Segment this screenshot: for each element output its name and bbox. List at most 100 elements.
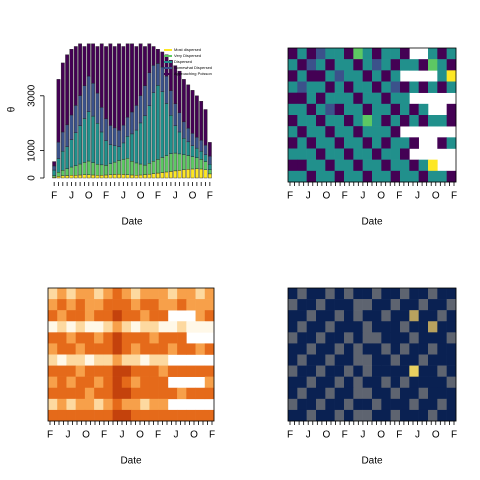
heatmap-cell xyxy=(372,159,382,172)
heatmap-cell xyxy=(428,81,438,93)
heatmap-cell xyxy=(195,409,206,422)
heatmap-cell xyxy=(297,354,307,366)
heatmap-cell xyxy=(158,288,169,300)
legend-label: Dispersed xyxy=(174,59,192,64)
heatmap-cell xyxy=(446,321,457,333)
heatmap-cell xyxy=(325,299,335,311)
heatmap-cell xyxy=(381,148,391,160)
heatmap-cell xyxy=(158,387,169,400)
heatmap-cell xyxy=(121,288,132,300)
heatmap-cell xyxy=(288,48,298,60)
heatmap-cell xyxy=(334,92,345,105)
bar-segment xyxy=(69,175,74,179)
bar-segment xyxy=(138,122,143,165)
legend-label: Very Dispersed xyxy=(174,53,201,58)
heatmap-cell xyxy=(362,159,373,172)
heatmap-cell xyxy=(121,310,132,322)
heatmap-cell xyxy=(428,376,438,389)
x-tick-label: J xyxy=(360,191,365,202)
bar-segment xyxy=(86,75,91,112)
heatmap-cell xyxy=(390,310,401,322)
heatmap-cell xyxy=(353,103,363,116)
heatmap-cell xyxy=(325,159,335,172)
heatmap-cell xyxy=(372,332,382,344)
bar-segment xyxy=(130,133,134,162)
bar-segment xyxy=(125,174,130,179)
heatmap-cell xyxy=(353,398,363,411)
heatmap-cell xyxy=(84,343,95,355)
heatmap-cell xyxy=(437,376,447,389)
heatmap-cell xyxy=(325,387,335,400)
heatmap-cell xyxy=(177,365,187,377)
bar-segment xyxy=(60,170,65,177)
heatmap-cell xyxy=(334,387,345,400)
x-tick-label: J xyxy=(306,430,311,441)
heatmap-cell xyxy=(66,387,76,400)
heatmap-cell xyxy=(75,343,86,355)
heatmap-cell xyxy=(48,354,58,366)
heatmap-cell xyxy=(306,115,317,127)
heatmap-cell xyxy=(316,115,326,127)
heatmap-cell xyxy=(325,376,335,389)
heatmap-cell xyxy=(372,365,382,377)
heatmap-cell xyxy=(372,115,382,127)
bar-segment xyxy=(82,162,87,175)
heatmap-cell xyxy=(75,354,86,366)
heatmap-cell xyxy=(121,365,132,377)
heatmap-cell xyxy=(418,365,429,377)
heatmap-cell xyxy=(48,310,58,322)
heatmap-cell xyxy=(288,170,298,183)
heatmap-cell xyxy=(325,409,335,422)
heatmap-cell xyxy=(400,398,410,411)
heatmap-cell xyxy=(112,299,123,311)
heatmap-cell xyxy=(288,354,298,366)
heatmap-cell xyxy=(428,354,438,366)
heatmap-cell xyxy=(112,354,123,366)
heatmap-cell xyxy=(140,398,150,411)
heatmap-cell xyxy=(75,299,86,311)
bar-segment xyxy=(69,49,74,116)
bar-segment xyxy=(160,91,165,158)
bar-segment xyxy=(134,129,139,164)
heatmap-cell xyxy=(48,299,58,311)
heatmap-cell xyxy=(48,398,58,411)
heatmap-cell xyxy=(362,365,373,377)
heatmap-cell xyxy=(84,310,95,322)
heatmap-cell xyxy=(325,365,335,377)
heatmap-cell xyxy=(428,288,438,300)
heatmap-cell xyxy=(446,103,457,116)
heatmap-cell xyxy=(149,365,159,377)
bar-segment xyxy=(190,90,195,134)
bar-segment xyxy=(121,124,126,144)
heatmap-cell xyxy=(94,321,104,333)
heatmap-cell xyxy=(297,81,307,93)
x-tick-label: O xyxy=(377,430,385,441)
heatmap-cell xyxy=(75,387,86,400)
bar-segment xyxy=(112,145,117,163)
bar-segment xyxy=(177,153,182,171)
heatmap-cell xyxy=(177,299,187,311)
heatmap-cell xyxy=(334,159,345,172)
heatmap-cell xyxy=(288,288,298,300)
heatmap-cell xyxy=(149,354,159,366)
heatmap-cell xyxy=(288,126,298,138)
heatmap-cell xyxy=(204,409,215,422)
bar-segment xyxy=(82,85,87,119)
heatmap-cell xyxy=(344,343,354,355)
bar-segment xyxy=(73,46,78,106)
heatmap-cell xyxy=(418,321,429,333)
heatmap-cell xyxy=(158,343,169,355)
bar-segment xyxy=(138,174,143,179)
heatmap-cell xyxy=(372,288,382,300)
heatmap-cell xyxy=(297,115,307,127)
heatmap-cell xyxy=(362,170,373,183)
bar-segment xyxy=(108,163,113,175)
x-tick-label: J xyxy=(69,191,74,202)
heatmap-cell xyxy=(418,387,429,400)
bar-segment xyxy=(99,131,104,166)
heatmap-cell xyxy=(195,299,206,311)
heatmap-cell xyxy=(316,310,326,322)
x-tick-label: J xyxy=(415,430,420,441)
heatmap-cell xyxy=(400,288,410,300)
x-tick-label: J xyxy=(173,191,178,202)
